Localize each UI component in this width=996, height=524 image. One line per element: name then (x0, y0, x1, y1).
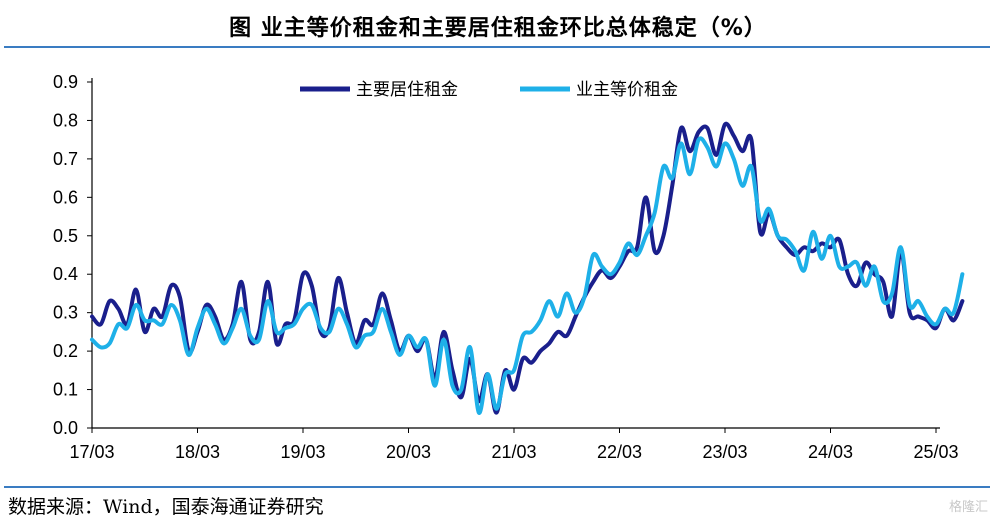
y-tick-label: 0.7 (53, 149, 78, 169)
x-tick-label: 23/03 (702, 442, 747, 462)
x-tick-label: 24/03 (808, 442, 853, 462)
x-tick-label: 25/03 (913, 442, 958, 462)
y-tick-label: 0.0 (53, 418, 78, 438)
x-tick-label: 17/03 (69, 442, 114, 462)
y-tick-label: 0.3 (53, 303, 78, 323)
x-tick-label: 22/03 (597, 442, 642, 462)
x-tick-label: 19/03 (280, 442, 325, 462)
y-tick-label: 0.6 (53, 187, 78, 207)
y-tick-label: 0.9 (53, 72, 78, 92)
x-tick-label: 20/03 (386, 442, 431, 462)
y-tick-label: 0.1 (53, 380, 78, 400)
chart-axes: 0.0 0.1 0.2 0.3 0.4 0.5 0.6 0.7 0.8 0.9 17/03 18/03… (53, 72, 959, 462)
y-tick-label: 0.8 (53, 110, 78, 130)
source-note: 数据来源：Wind，国泰海通证券研究 (8, 496, 324, 518)
title-divider (4, 46, 990, 48)
x-tick-label: 21/03 (491, 442, 536, 462)
y-tick-label: 0.2 (53, 341, 78, 361)
footer-divider (4, 486, 990, 488)
chart-legend: 主要居住租金 业主等价租金 (300, 80, 678, 100)
y-tick-label: 0.5 (53, 226, 78, 246)
series-line-oer (90, 136, 965, 415)
series-line-primary-rent (90, 121, 965, 415)
y-tick-label: 0.4 (53, 264, 78, 284)
line-chart: 0.0 0.1 0.2 0.3 0.4 0.5 0.6 0.7 0.8 0.9 17/03 18/03… (53, 72, 965, 462)
legend-label: 业主等价租金 (576, 80, 678, 100)
watermark: 格隆汇 (948, 500, 988, 515)
chart-title: 图 业主等价租金和主要居住租金环比总体稳定（%） (229, 16, 767, 41)
legend-label: 主要居住租金 (356, 80, 458, 100)
series-layer (90, 121, 965, 415)
x-tick-label: 18/03 (175, 442, 220, 462)
